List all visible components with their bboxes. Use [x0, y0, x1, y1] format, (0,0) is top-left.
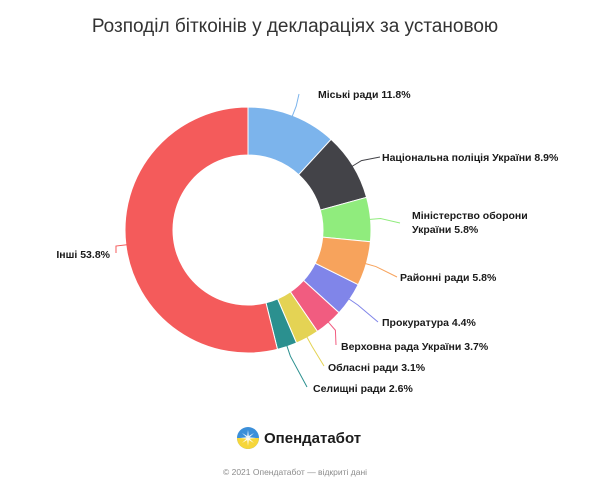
- slice-label-3: Районні ради 5.8%: [400, 272, 497, 284]
- leader-line-3: [364, 262, 398, 278]
- slice-label-4: Прокуратура 4.4%: [382, 317, 476, 329]
- brand-name: Опендатабот: [264, 429, 362, 447]
- leader-line-8: [115, 244, 128, 254]
- leader-lines-layer: [115, 93, 401, 388]
- slice-label-8: Інші 53.8%: [56, 249, 110, 261]
- leader-line-2: [368, 218, 401, 224]
- leader-line-7: [286, 344, 308, 388]
- leader-line-4: [347, 297, 379, 323]
- leader-line-1: [350, 156, 381, 168]
- leader-line-6: [305, 335, 325, 367]
- footer-copyright: © 2021 Опендатабот — відкриті дані: [222, 467, 368, 477]
- slice-label-5: Верховна рада України 3.7%: [341, 341, 489, 353]
- labels-layer: Міські ради 11.8% Національна поліція Укр…: [56, 89, 559, 395]
- leader-line-5: [327, 320, 337, 346]
- slices-layer: [124, 106, 372, 354]
- chart-title: Розподіл біткоінів у деклараціях за уста…: [91, 16, 499, 37]
- slice-label-2: Міністерство оборони України 5.8%: [412, 210, 528, 236]
- opendatabot-logo-icon: [237, 427, 259, 449]
- slice-label-6: Обласні ради 3.1%: [328, 362, 426, 374]
- slice-label-7: Селищні ради 2.6%: [313, 383, 413, 395]
- slice-label-1: Національна поліція України 8.9%: [382, 152, 559, 164]
- brand: Опендатабот: [236, 425, 361, 451]
- leader-line-0: [291, 93, 300, 118]
- slice-8: [124, 106, 279, 354]
- slice-label-0: Міські ради 11.8%: [318, 89, 411, 101]
